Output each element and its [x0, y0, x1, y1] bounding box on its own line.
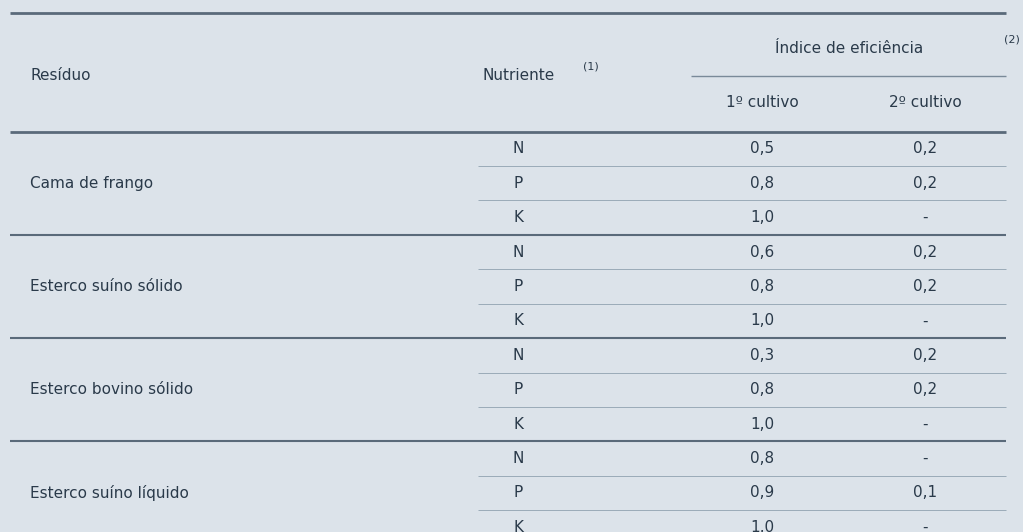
- Text: 0,3: 0,3: [750, 348, 774, 363]
- Text: 1,0: 1,0: [751, 417, 774, 431]
- Text: -: -: [923, 313, 928, 328]
- Text: K: K: [514, 417, 524, 431]
- Text: -: -: [923, 417, 928, 431]
- Text: 1,0: 1,0: [751, 520, 774, 532]
- Text: Nutriente: Nutriente: [483, 68, 554, 83]
- Text: K: K: [514, 210, 524, 225]
- Text: N: N: [513, 451, 524, 466]
- Text: 0,2: 0,2: [914, 382, 937, 397]
- Text: 0,2: 0,2: [914, 176, 937, 191]
- Text: (2): (2): [1005, 35, 1020, 45]
- Text: K: K: [514, 313, 524, 328]
- Text: 0,9: 0,9: [750, 485, 774, 501]
- Text: Resíduo: Resíduo: [31, 68, 91, 83]
- Text: 1º cultivo: 1º cultivo: [726, 95, 799, 110]
- Text: Esterco suíno líquido: Esterco suíno líquido: [31, 485, 189, 501]
- Text: -: -: [923, 451, 928, 466]
- Text: P: P: [514, 176, 523, 191]
- Text: Índice de eficiência: Índice de eficiência: [774, 41, 923, 56]
- Text: 0,2: 0,2: [914, 245, 937, 260]
- Text: Esterco suíno sólido: Esterco suíno sólido: [31, 279, 183, 294]
- Text: 1,0: 1,0: [751, 313, 774, 328]
- Text: 0,8: 0,8: [751, 176, 774, 191]
- Text: 1,0: 1,0: [751, 210, 774, 225]
- Text: -: -: [923, 210, 928, 225]
- Text: 0,8: 0,8: [751, 279, 774, 294]
- Text: K: K: [514, 520, 524, 532]
- Text: 0,1: 0,1: [914, 485, 937, 501]
- Text: 0,2: 0,2: [914, 279, 937, 294]
- Text: P: P: [514, 382, 523, 397]
- Text: P: P: [514, 279, 523, 294]
- Text: N: N: [513, 348, 524, 363]
- Text: N: N: [513, 245, 524, 260]
- Text: Cama de frango: Cama de frango: [31, 176, 153, 191]
- Text: P: P: [514, 485, 523, 501]
- Text: 2º cultivo: 2º cultivo: [889, 95, 962, 110]
- Text: N: N: [513, 142, 524, 156]
- Text: (1): (1): [582, 62, 598, 71]
- Text: 0,8: 0,8: [751, 382, 774, 397]
- Text: 0,5: 0,5: [751, 142, 774, 156]
- Text: 0,2: 0,2: [914, 348, 937, 363]
- Text: 0,2: 0,2: [914, 142, 937, 156]
- Text: -: -: [923, 520, 928, 532]
- Text: 0,8: 0,8: [751, 451, 774, 466]
- Text: 0,6: 0,6: [750, 245, 774, 260]
- Text: Esterco bovino sólido: Esterco bovino sólido: [31, 382, 193, 397]
